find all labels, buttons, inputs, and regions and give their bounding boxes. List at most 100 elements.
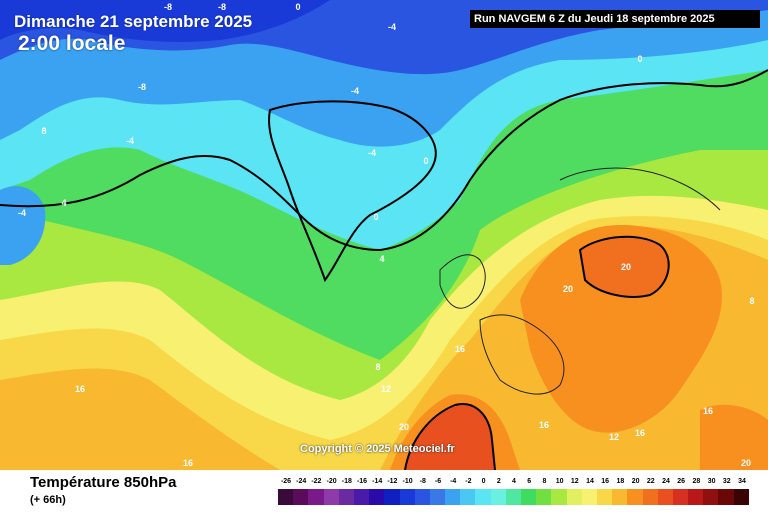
legend-swatch (369, 489, 385, 505)
legend-swatch (521, 489, 537, 505)
model-run-banner: Run NAVGEM 6 Z du Jeudi 18 septembre 202… (470, 10, 760, 28)
greenland-contour (268, 100, 437, 283)
lead-time: (+ 66h) (30, 494, 66, 506)
field-core-20-europe (580, 236, 669, 297)
legend-swatch (384, 489, 400, 505)
contour-value-label: -8 (218, 2, 226, 12)
contour-value-label: 0 (295, 2, 300, 12)
color-legend: -26 -24 -22 -20 -18 -16 -14 -12 -10 -8 -6 -4 -2 0 2 4 6 8… (278, 478, 749, 510)
legend-tick-label: 28 (692, 478, 701, 485)
legend-tick-label: -6 (434, 478, 442, 485)
legend-swatch (308, 489, 324, 505)
field-band-16-west (0, 368, 280, 470)
legend-swatch (612, 489, 628, 505)
legend-tick-label: -24 (296, 478, 307, 485)
contour-value-label: 4 (379, 254, 384, 264)
legend-swatch (414, 489, 430, 505)
legend-tick-label: -20 (326, 478, 337, 485)
legend-tick-label: -2 (465, 478, 472, 485)
legend-swatch (642, 489, 658, 505)
legend-swatch (718, 489, 734, 505)
scandinavia-coastline (559, 167, 721, 211)
legend-tick-label: 6 (527, 478, 532, 485)
legend-swatch (293, 489, 309, 505)
contour-value-label: 20 (741, 458, 751, 468)
legend-tick-label: -18 (341, 478, 352, 485)
legend-tick-label: 22 (646, 478, 655, 485)
contour-value-label: 12 (381, 384, 391, 394)
legend-tick-label: 10 (555, 478, 564, 485)
contour-value-label: -8 (138, 82, 146, 92)
contour-value-label: 8 (41, 126, 46, 136)
twenty-contour-iberia (404, 403, 496, 470)
legend-tick-label: -14 (372, 478, 383, 485)
legend-color-bar (278, 489, 749, 505)
legend-swatch (596, 489, 613, 505)
contour-value-label: 4 (61, 198, 66, 208)
contour-value-label: -4 (18, 208, 26, 218)
legend-swatch (445, 489, 461, 505)
footer-panel: Température 850hPa (+ 66h) -26 -24 -22 -20-… (0, 470, 768, 512)
contour-value-label: 16 (183, 458, 193, 468)
contour-value-label: -4 (351, 86, 359, 96)
contour-value-label: 16 (75, 384, 85, 394)
forecast-time: 2:00 locale (18, 32, 126, 55)
legend-tick-label: -22 (311, 478, 322, 485)
contour-labels: -8 -8 -8 -4 -4 -4 -4 -4 0 0 0 0 4 4 8 8 8 12 16 16 16 16 16 16 1… (18, 2, 755, 468)
legend-tick-label: 4 (512, 478, 516, 485)
contour-value-label: -4 (126, 136, 134, 146)
legend-tick-label: 8 (542, 478, 547, 485)
field-core-20-iberia (405, 404, 495, 470)
legend-swatch (505, 489, 521, 505)
twenty-contour-europe (578, 235, 670, 298)
legend-swatch (566, 489, 582, 505)
parameter-title: Température 850hPa (30, 474, 177, 491)
contour-value-label: 20 (563, 284, 573, 294)
legend-swatch (688, 489, 704, 505)
legend-tick-label: -26 (280, 478, 292, 485)
legend-tick-label: 18 (616, 478, 625, 485)
legend-tick-label: 26 (677, 478, 686, 485)
legend-swatch (338, 489, 354, 505)
legend-tick-label: 2 (496, 478, 501, 485)
legend-swatch (399, 489, 415, 505)
field-band-18-europe (520, 225, 722, 433)
temperature-map: -8 -8 -8 -4 -4 -4 -4 -4 0 0 0 0 4 4 8 8 8 12 16 16 16 16 16 16 1… (0, 0, 768, 470)
contour-value-label: 16 (635, 428, 645, 438)
contour-value-label: 20 (621, 262, 631, 272)
legend-swatch (581, 489, 597, 505)
legend-tick-label: 20 (631, 478, 640, 485)
legend-swatch (429, 489, 446, 505)
legend-swatch (627, 489, 643, 505)
legend-swatch (551, 489, 567, 505)
forecast-date: Dimanche 21 septembre 2025 (14, 12, 253, 31)
legend-swatch (490, 489, 506, 505)
field-band-18-east (700, 404, 768, 470)
contour-value-label: 0 (373, 212, 378, 222)
legend-tick-label: 24 (662, 478, 670, 485)
legend-tick-label: 0 (481, 478, 486, 485)
legend-tick-label: -12 (387, 478, 398, 485)
legend-tick-label: 30 (707, 478, 716, 485)
legend-tick-label: 12 (570, 478, 579, 485)
zero-contour (0, 69, 768, 252)
legend-swatch (460, 489, 476, 505)
legend-swatch (703, 489, 719, 505)
contour-value-label: 0 (637, 54, 642, 64)
france-coastline (479, 314, 565, 395)
legend-tick-label: 16 (601, 478, 610, 485)
contour-value-label: 16 (539, 420, 549, 430)
legend-tick-label: -4 (450, 478, 457, 485)
map-canvas: -8 -8 -8 -4 -4 -4 -4 -4 0 0 0 0 4 4 8 8 8 12 16 16 16 16 16 16 1… (0, 0, 768, 470)
field-band-minus10 (0, 0, 330, 42)
legend-swatch (323, 489, 339, 505)
contour-value-label: 16 (455, 344, 465, 354)
legend-swatch (353, 489, 370, 505)
contour-value-label: 8 (375, 362, 380, 372)
legend-swatch (733, 489, 749, 505)
legend-tick-label: 34 (738, 478, 746, 485)
contour-value-label: 12 (609, 432, 619, 442)
legend-swatch (278, 489, 294, 505)
contour-value-label: -4 (368, 148, 376, 158)
